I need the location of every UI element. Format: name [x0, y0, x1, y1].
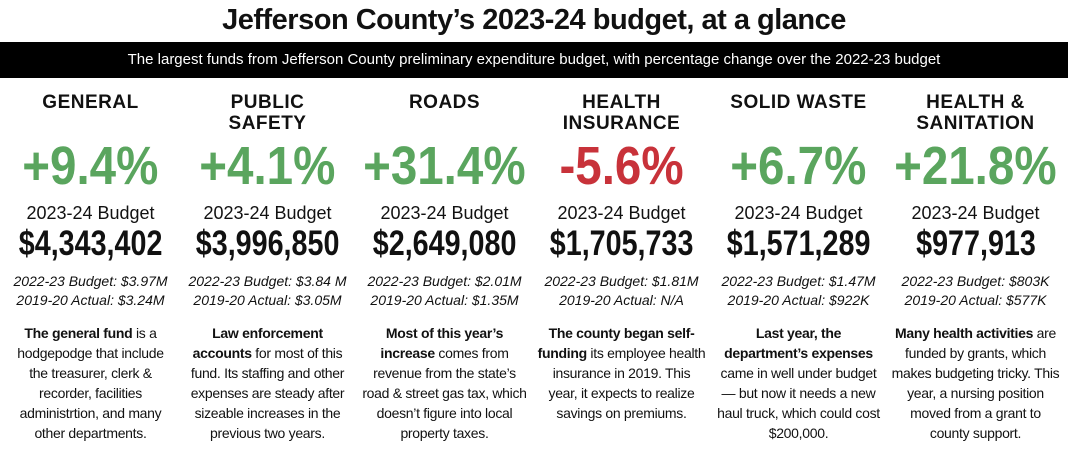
- fund-name: SOLID WASTE: [730, 92, 867, 113]
- prior-budget: 2022-23 Budget: $3.97M: [13, 273, 168, 289]
- description: The county began self-funding its employ…: [538, 323, 706, 423]
- description-bold: The general fund: [24, 325, 133, 341]
- fund-column: PUBLIC SAFETY +4.1% 2023-24 Budget $3,996,8…: [179, 78, 356, 443]
- description-text: for most of this fund. Its staffing and …: [190, 345, 345, 441]
- budget-label: 2023-24 Budget: [734, 203, 863, 223]
- fund-column: SOLID WASTE +6.7% 2023-24 Budget $1,571,289…: [710, 78, 887, 443]
- fund-name: ROADS: [408, 92, 481, 113]
- fund-name: HEALTH INSURANCE: [562, 92, 681, 134]
- description: Most of this year’s increase comes from …: [361, 323, 529, 443]
- fund-column: HEALTH & SANITATION +21.8% 2023-24 Budget $…: [887, 78, 1064, 443]
- description-text: comes from revenue from the state’s road…: [362, 345, 527, 441]
- budget-amount: $1,571,289: [726, 224, 871, 263]
- prior-budget: 2022-23 Budget: $3.84 M: [188, 273, 347, 289]
- percent-change: -5.6%: [559, 136, 684, 196]
- percent-change: +4.1%: [199, 136, 336, 196]
- budget-amount: $1,705,733: [549, 224, 694, 263]
- budget-label: 2023-24 Budget: [203, 203, 332, 223]
- description-text: are funded by grants, which makes budget…: [891, 325, 1060, 441]
- budget-label: 2023-24 Budget: [26, 203, 155, 223]
- percent-change: +31.4%: [363, 136, 526, 196]
- fund-column: ROADS +31.4% 2023-24 Budget $2,649,080 2022-…: [356, 78, 533, 443]
- prior-actual: 2019-20 Actual: $1.35M: [370, 292, 519, 308]
- prior-budget: 2022-23 Budget: $1.81M: [544, 273, 699, 289]
- prior-actual: 2019-20 Actual: $3.05M: [193, 292, 342, 308]
- description-text: its employee health insurance in 2019. T…: [548, 345, 706, 421]
- prior-budget: 2022-23 Budget: $2.01M: [367, 273, 522, 289]
- description-bold: Last year, the department’s expenses: [724, 325, 873, 361]
- percent-change: +9.4%: [22, 136, 159, 196]
- percent-change: +21.8%: [894, 136, 1057, 196]
- prior-actual: 2019-20 Actual: $577K: [904, 292, 1047, 308]
- budget-label: 2023-24 Budget: [911, 203, 1040, 223]
- budget-amount: $2,649,080: [372, 224, 517, 263]
- fund-name: HEALTH & SANITATION: [916, 92, 1035, 134]
- prior-budget: 2022-23 Budget: $803K: [901, 273, 1050, 289]
- description-bold: The county began self-funding: [537, 325, 695, 361]
- budget-amount: $3,996,850: [195, 224, 340, 263]
- description-bold: Most of this year’s increase: [380, 325, 504, 361]
- title: Jefferson County’s 2023-24 budget, at a …: [222, 4, 846, 36]
- description-text: came in well under budget — but now it n…: [717, 365, 880, 441]
- columns: GENERAL +9.4% 2023-24 Budget $4,343,402 2022…: [0, 78, 1068, 443]
- prior-actual: 2019-20 Actual: $3.24M: [16, 292, 165, 308]
- prior-actual: 2019-20 Actual: $922K: [727, 292, 870, 308]
- description: Many health activities are funded by gra…: [892, 323, 1060, 443]
- subtitle: The largest funds from Jefferson County …: [0, 42, 1068, 78]
- fund-name: PUBLIC SAFETY: [228, 92, 307, 134]
- description-text: is a hodgepodge that include the treasur…: [17, 325, 164, 441]
- description: The general fund is a hodgepodge that in…: [7, 323, 175, 443]
- fund-column: HEALTH INSURANCE -5.6% 2023-24 Budget $1,70…: [533, 78, 710, 443]
- budget-label: 2023-24 Budget: [557, 203, 686, 223]
- description: Law enforcement accounts for most of thi…: [184, 323, 352, 443]
- description-bold: Many health activities: [894, 325, 1034, 341]
- percent-change: +6.7%: [730, 136, 867, 196]
- fund-name: GENERAL: [42, 92, 139, 113]
- description: Last year, the department’s expenses cam…: [715, 323, 883, 443]
- description-bold: Law enforcement accounts: [192, 325, 323, 361]
- budget-amount: $4,343,402: [18, 224, 163, 263]
- budget-amount: $977,913: [915, 224, 1036, 263]
- prior-budget: 2022-23 Budget: $1.47M: [721, 273, 876, 289]
- fund-column: GENERAL +9.4% 2023-24 Budget $4,343,402 2022…: [2, 78, 179, 443]
- prior-actual: 2019-20 Actual: N/A: [559, 292, 684, 308]
- budget-label: 2023-24 Budget: [380, 203, 509, 223]
